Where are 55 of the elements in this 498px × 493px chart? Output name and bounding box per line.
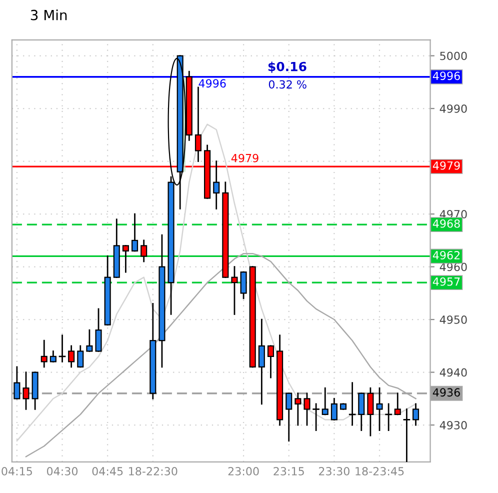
candlestick: [77, 345, 84, 368]
annotation: 4996: [198, 79, 226, 88]
candlestick: [213, 160, 220, 210]
y-tick-label: 4990: [440, 104, 467, 113]
x-tick-label: 18-22:30: [129, 467, 178, 476]
y-tick-label: 5000: [440, 52, 467, 60]
ref-line-label: 4962: [432, 251, 460, 260]
ref-line-label: 4957: [432, 277, 460, 286]
candlestick: [86, 329, 93, 352]
candlestick: [14, 366, 20, 400]
x-tick-label: 18-23:45: [356, 467, 404, 476]
candlestick: [50, 350, 56, 362]
candlestick: [194, 86, 202, 162]
x-tick-label: 23:30: [318, 467, 350, 476]
candlestick: [267, 345, 274, 378]
y-tick-label: 4930: [440, 420, 467, 430]
candlestick: [258, 318, 265, 405]
candlestick: [68, 345, 75, 368]
candlestick: [294, 392, 302, 426]
y-tick-label: 4950: [440, 315, 467, 324]
ref-line-label: 4996: [432, 72, 460, 80]
x-tick-label: 04:30: [46, 467, 78, 476]
annotation: $0.16: [268, 62, 306, 73]
x-tick-label: 23:15: [274, 467, 304, 476]
candlestick: [322, 387, 328, 416]
x-tick-label: 23:00: [228, 467, 259, 476]
candlestick: [231, 266, 238, 315]
candlestick: [95, 308, 102, 352]
y-tick-label: 4940: [440, 368, 467, 377]
candlestick: [330, 398, 338, 420]
x-tick-label: 04:45: [92, 467, 123, 476]
ref-line-label: 4968: [432, 219, 460, 228]
candlestick: [286, 392, 292, 442]
candlestick: [304, 392, 310, 426]
candlestick: [385, 403, 392, 431]
candlestick: [403, 408, 410, 462]
candlestick: [132, 213, 138, 252]
candlestick: [40, 340, 48, 368]
candlestick: [376, 387, 383, 431]
candlestick: [394, 392, 401, 416]
ref-line-label: 4936: [432, 388, 460, 397]
candlestick: [312, 403, 320, 431]
chart-title: 3 Min: [30, 10, 67, 20]
candlestick: [240, 271, 247, 300]
candlestick: [412, 403, 420, 426]
x-tick-label: 04:15: [2, 467, 32, 476]
ref-line-label: 4979: [432, 161, 460, 170]
candlestick: [140, 240, 148, 262]
candlestick: [122, 244, 129, 273]
candlestick: [367, 387, 374, 436]
annotation: 4979: [231, 154, 258, 162]
candlestick: [22, 372, 30, 410]
candlestick: [58, 334, 66, 362]
candlestick: [358, 392, 365, 431]
annotation: 0.32 %: [268, 80, 306, 89]
